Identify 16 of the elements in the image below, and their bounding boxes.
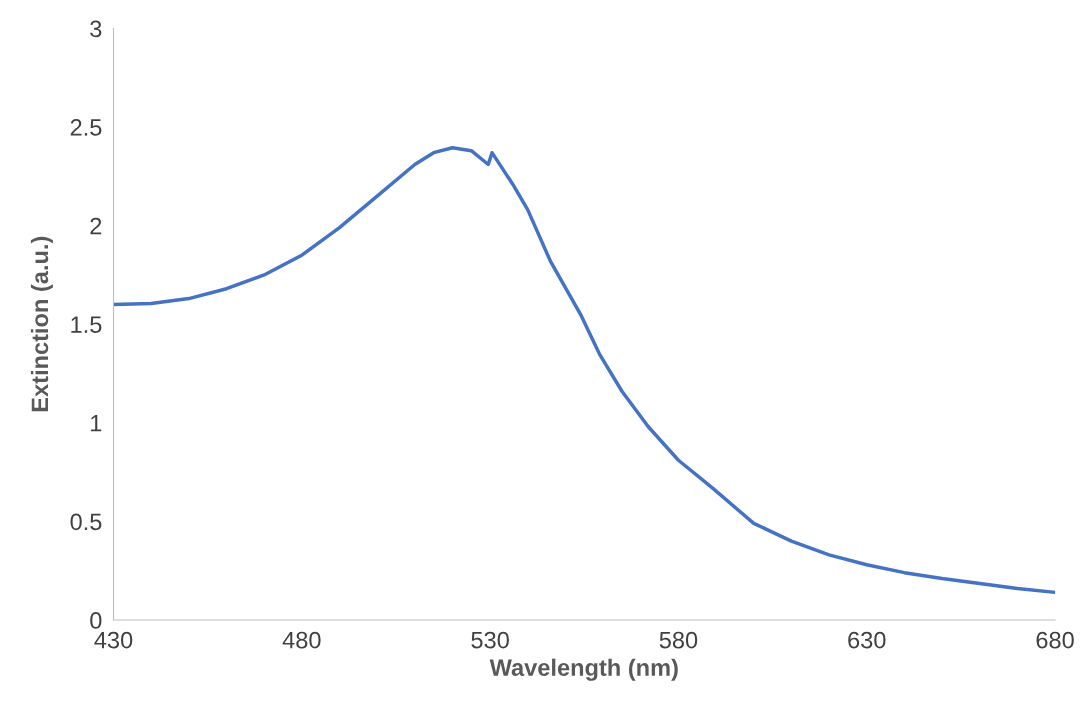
x-axis-title: Wavelength (nm) — [489, 658, 678, 681]
x-tick-label: 630 — [848, 631, 886, 649]
y-tick-label: 1.5 — [71, 316, 102, 333]
line-series — [113, 146, 1056, 595]
x-tick-label: 580 — [659, 631, 698, 649]
x-tick-label: 680 — [1036, 631, 1074, 649]
y-axis-title: Extinction (a.u.) — [30, 236, 53, 412]
y-tick-label: 3 — [90, 20, 102, 38]
y-tick-label: 1 — [91, 415, 102, 432]
y-tick-label: 0.5 — [70, 513, 102, 531]
y-tick-label: 2 — [90, 217, 102, 235]
y-tick-label: 2.5 — [70, 119, 102, 136]
x-tick-label: 430 — [94, 631, 133, 649]
x-tick-label: 530 — [471, 631, 509, 649]
x-tick-label: 480 — [282, 631, 321, 649]
y-tick-label: 0 — [90, 612, 102, 629]
